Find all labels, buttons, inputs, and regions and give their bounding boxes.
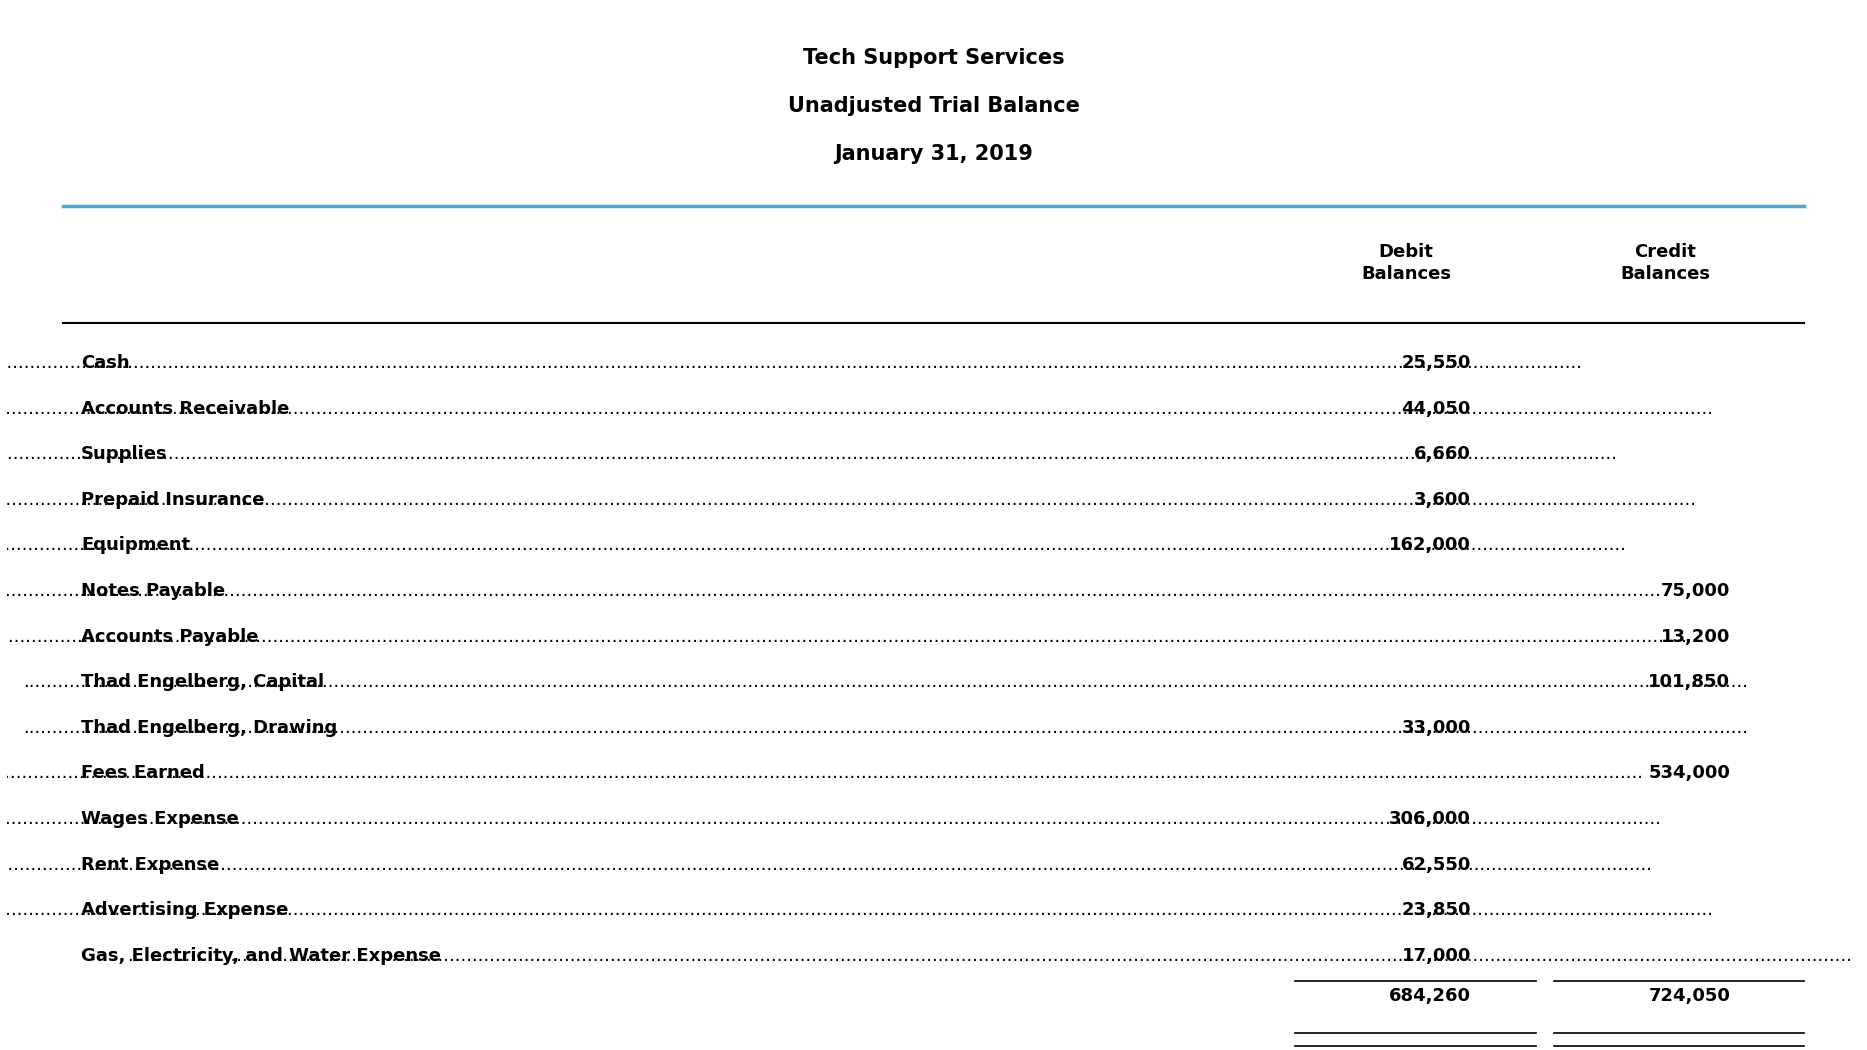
Text: ................................................................................: ........................................…	[0, 810, 1662, 828]
Text: Accounts Receivable: Accounts Receivable	[80, 400, 289, 418]
Text: 534,000: 534,000	[1649, 764, 1731, 782]
Text: Unadjusted Trial Balance: Unadjusted Trial Balance	[788, 96, 1079, 117]
Text: Thad Engelberg, Capital: Thad Engelberg, Capital	[80, 673, 325, 691]
Text: ................................................................................: ........................................…	[22, 719, 1748, 737]
Text: 33,000: 33,000	[1402, 719, 1471, 737]
Text: ................................................................................: ........................................…	[127, 947, 1852, 965]
Text: ................................................................................: ........................................…	[0, 582, 1662, 600]
Text: Rent Expense: Rent Expense	[80, 856, 218, 874]
Text: Tech Support Services: Tech Support Services	[803, 48, 1064, 68]
Text: 684,260: 684,260	[1389, 987, 1471, 1005]
Text: Credit
Balances: Credit Balances	[1621, 244, 1710, 284]
Text: ................................................................................: ........................................…	[0, 490, 1695, 509]
Text: 3,600: 3,600	[1413, 490, 1471, 509]
Text: 17,000: 17,000	[1402, 947, 1471, 965]
Text: 23,850: 23,850	[1402, 901, 1471, 919]
Text: 13,200: 13,200	[1662, 628, 1731, 646]
Text: Fees Earned: Fees Earned	[80, 764, 205, 782]
Text: Gas, Electricity, and Water Expense: Gas, Electricity, and Water Expense	[80, 947, 441, 965]
Text: 724,050: 724,050	[1649, 987, 1731, 1005]
Text: 62,550: 62,550	[1402, 856, 1471, 874]
Text: Wages Expense: Wages Expense	[80, 810, 239, 828]
Text: ................................................................................: ........................................…	[0, 537, 1626, 554]
Text: 162,000: 162,000	[1389, 537, 1471, 554]
Text: ................................................................................: ........................................…	[22, 673, 1748, 691]
Text: Prepaid Insurance: Prepaid Insurance	[80, 490, 265, 509]
Text: ................................................................................: ........................................…	[0, 400, 1714, 418]
Text: ................................................................................: ........................................…	[0, 628, 1688, 646]
Text: 306,000: 306,000	[1389, 810, 1471, 828]
Text: Equipment: Equipment	[80, 537, 190, 554]
Text: ................................................................................: ........................................…	[0, 354, 1583, 372]
Text: 6,660: 6,660	[1413, 445, 1471, 463]
Text: January 31, 2019: January 31, 2019	[835, 144, 1032, 164]
Text: ................................................................................: ........................................…	[0, 445, 1617, 463]
Text: 25,550: 25,550	[1402, 354, 1471, 372]
Text: 44,050: 44,050	[1402, 400, 1471, 418]
Text: Supplies: Supplies	[80, 445, 168, 463]
Text: Accounts Payable: Accounts Payable	[80, 628, 258, 646]
Text: 101,850: 101,850	[1649, 673, 1731, 691]
Text: ................................................................................: ........................................…	[0, 764, 1643, 782]
Text: Advertising Expense: Advertising Expense	[80, 901, 288, 919]
Text: Notes Payable: Notes Payable	[80, 582, 226, 600]
Text: ................................................................................: ........................................…	[0, 856, 1652, 874]
Text: Thad Engelberg, Drawing: Thad Engelberg, Drawing	[80, 719, 338, 737]
Text: 75,000: 75,000	[1662, 582, 1731, 600]
Text: Debit
Balances: Debit Balances	[1361, 244, 1451, 284]
Text: ................................................................................: ........................................…	[0, 901, 1714, 919]
Text: Cash: Cash	[80, 354, 129, 372]
